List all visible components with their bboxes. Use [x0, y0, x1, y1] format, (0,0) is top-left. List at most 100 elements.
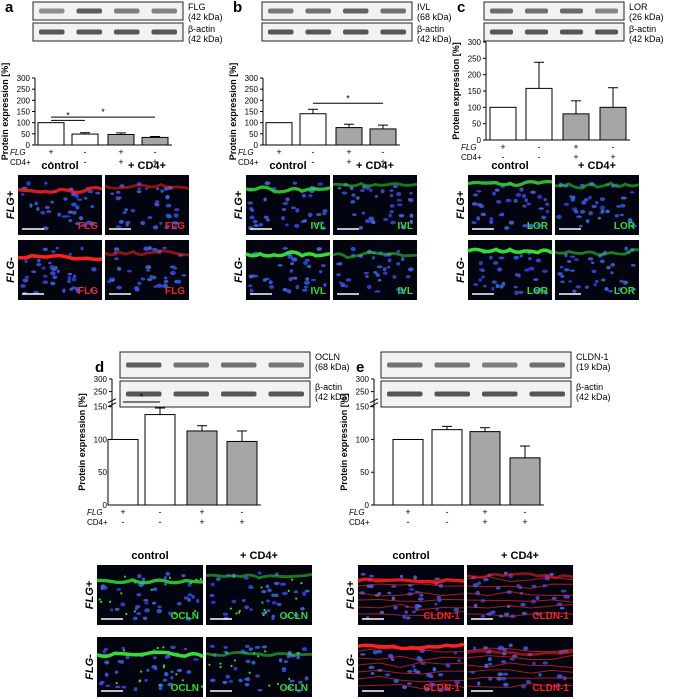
nucleus — [393, 605, 398, 610]
nucleus — [574, 258, 579, 261]
nucleus — [308, 194, 313, 198]
nucleus — [517, 290, 524, 294]
blot-target-label: CLDN-1 — [576, 352, 609, 362]
marker-dot — [263, 608, 266, 612]
nucleus — [495, 586, 501, 590]
blot-actin-strip — [261, 22, 413, 42]
nucleus — [244, 677, 249, 681]
nucleus — [300, 606, 305, 611]
nucleus — [542, 661, 548, 665]
marker-signal — [466, 649, 574, 656]
nucleus — [389, 203, 395, 208]
marker-dot — [175, 673, 178, 676]
marker-label: IVL — [397, 221, 413, 232]
xrow2-value: - — [538, 152, 541, 162]
nucleus — [581, 200, 587, 205]
blot-band — [268, 362, 304, 368]
nucleus — [248, 274, 254, 279]
blot-band — [560, 8, 583, 14]
nucleus — [115, 685, 121, 689]
nucleus — [163, 279, 169, 284]
marker-dot — [287, 589, 290, 592]
nucleus — [568, 280, 572, 283]
marker-dot — [123, 575, 127, 578]
nucleus — [296, 655, 301, 660]
nucleus — [64, 215, 71, 218]
nucleus — [289, 262, 295, 266]
marker-dot — [168, 576, 172, 579]
xrow2-value: - — [84, 157, 87, 167]
marker-dot — [257, 655, 260, 658]
nucleus — [31, 270, 37, 274]
marker-dot — [248, 671, 251, 674]
nucleus — [281, 591, 288, 596]
microscopy-grid: control + CD4+ FLG+ LOR LOR FLG- LOR LOR — [455, 160, 640, 300]
nucleus — [629, 191, 635, 194]
nucleus — [622, 280, 629, 285]
nucleus — [154, 202, 160, 207]
marker-label: FLG — [78, 221, 98, 232]
row-label-flg-pos: FLG+ — [5, 190, 17, 219]
nucleus — [165, 203, 172, 208]
blot-ref-label: β-actin — [576, 382, 603, 392]
nucleus — [109, 277, 116, 281]
nucleus — [513, 285, 518, 289]
nucleus — [409, 191, 413, 195]
nucleus — [500, 660, 507, 664]
marker-signal — [245, 185, 331, 194]
row-label-flg-pos: FLG+ — [84, 580, 96, 609]
nucleus — [306, 264, 312, 269]
micrograph-tile: IVL — [245, 175, 331, 235]
nucleus — [560, 589, 567, 593]
nucleus — [233, 666, 238, 671]
nucleus — [570, 255, 575, 258]
marker-signal — [466, 576, 574, 583]
blot-band — [525, 8, 548, 14]
nucleus — [145, 265, 152, 270]
blot-band — [595, 29, 618, 35]
nucleus — [320, 221, 325, 225]
micrograph-tile: FLG — [104, 175, 190, 235]
nucleus — [432, 667, 437, 672]
xrow2-value: + — [152, 157, 157, 167]
nucleus — [140, 221, 146, 226]
marker-dot — [238, 609, 241, 612]
nucleus — [593, 283, 598, 287]
nucleus — [315, 213, 322, 216]
nucleus — [155, 187, 160, 190]
nucleus — [137, 281, 142, 286]
nucleus — [446, 663, 451, 668]
xrow2-value: + — [573, 152, 578, 162]
blot-target-kda: (68 kDa) — [315, 362, 350, 372]
bar-chart: 0 50 100 150 250 300 Protein expression [%] FLG… — [339, 375, 544, 527]
nucleus — [388, 213, 392, 218]
nucleus — [271, 593, 276, 598]
nucleus — [605, 209, 610, 214]
blot-band — [529, 362, 565, 368]
bar — [107, 438, 139, 506]
y-tick-label: 200 — [17, 96, 31, 105]
nucleus — [530, 190, 536, 194]
nucleus — [263, 197, 267, 202]
xrow2-label: CD4+ — [349, 518, 370, 527]
bar — [265, 122, 293, 146]
nucleus — [44, 181, 48, 185]
nucleus — [144, 601, 149, 605]
nucleus — [268, 280, 273, 285]
nucleus — [91, 267, 97, 272]
nucleus — [24, 275, 30, 279]
nucleus — [249, 288, 254, 293]
nucleus — [252, 219, 258, 224]
xrow1-label: FLG — [238, 148, 254, 157]
nucleus — [301, 647, 308, 652]
nucleus — [524, 198, 529, 203]
marker-label: CLDN-1 — [532, 683, 569, 694]
nucleus — [523, 646, 529, 651]
marker-dot — [253, 652, 256, 655]
nucleus — [363, 271, 370, 275]
nucleus — [559, 606, 565, 610]
marker-signal — [96, 578, 204, 585]
nucleus — [293, 590, 299, 594]
nucleus — [245, 659, 251, 664]
blot-band — [560, 29, 583, 35]
